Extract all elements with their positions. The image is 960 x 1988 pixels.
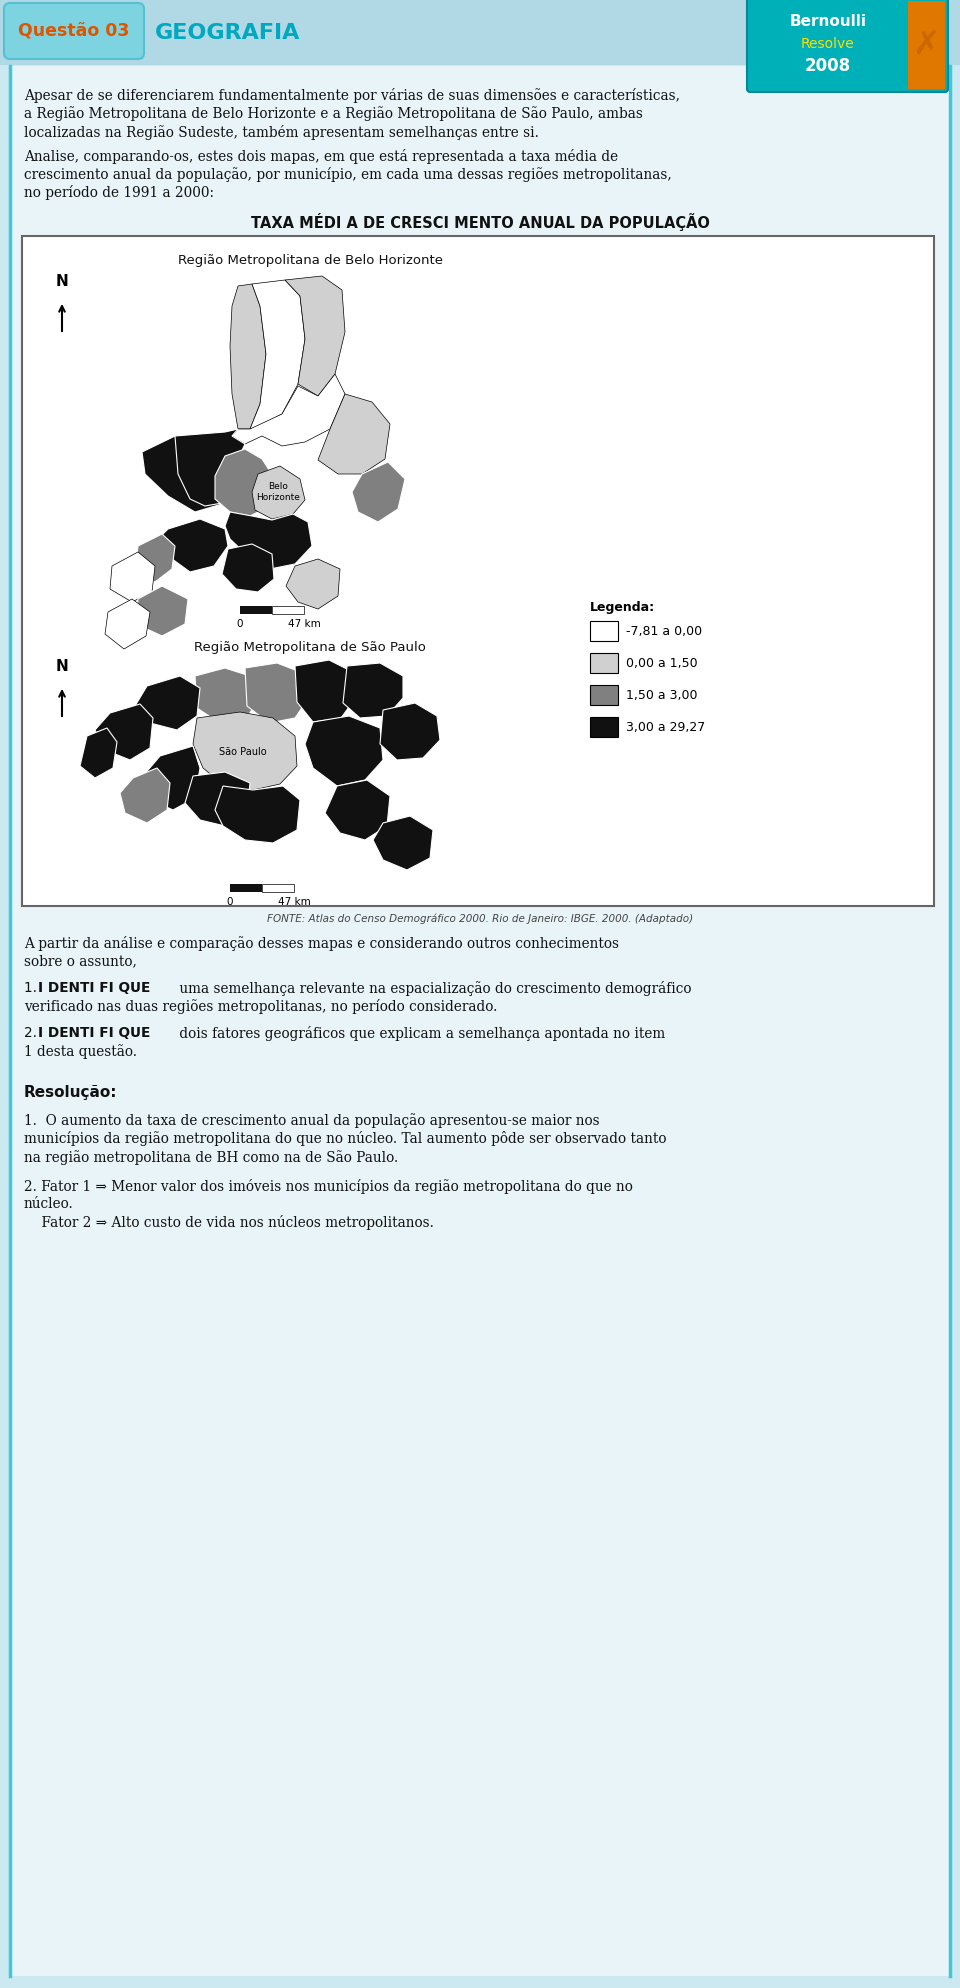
Text: TAXA MÉDI A DE CRESCI MENTO ANUAL DA POPULAÇÃO: TAXA MÉDI A DE CRESCI MENTO ANUAL DA POP… [251,213,709,231]
Polygon shape [80,728,117,777]
Text: 47 km: 47 km [277,897,310,907]
Text: 2. Fator 1 ⇒ Menor valor dos imóveis nos municípios da região metropolitana do q: 2. Fator 1 ⇒ Menor valor dos imóveis nos… [24,1179,633,1193]
Bar [590,652,618,674]
Bar [262,885,294,893]
Polygon shape [195,668,260,724]
Text: Região Metropolitana de Belo Horizonte: Região Metropolitana de Belo Horizonte [178,254,443,266]
Text: ✗: ✗ [912,28,940,60]
Polygon shape [343,664,403,718]
Polygon shape [230,284,266,429]
Bar [590,718,618,738]
Text: 0: 0 [237,618,243,628]
Polygon shape [245,664,310,724]
Polygon shape [143,746,200,809]
Polygon shape [193,712,297,789]
Bar [590,620,618,640]
Polygon shape [135,676,200,730]
Text: N: N [56,274,69,288]
Polygon shape [120,767,170,823]
Text: verificado nas duas regiões metropolitanas, no período considerado.: verificado nas duas regiões metropolitan… [24,1000,497,1014]
Text: no período de 1991 a 2000:: no período de 1991 a 2000: [24,185,214,201]
Polygon shape [136,586,188,636]
Text: Apesar de se diferenciarem fundamentalmente por várias de suas dimensões e carac: Apesar de se diferenciarem fundamentalme… [24,87,680,103]
FancyBboxPatch shape [747,0,948,91]
Text: municípios da região metropolitana do que no núcleo. Tal aumento pôde ser observ: municípios da região metropolitana do qu… [24,1131,666,1147]
Text: São Paulo: São Paulo [219,747,267,757]
Bar [230,885,262,893]
Polygon shape [105,598,150,648]
Text: 2008: 2008 [804,58,852,76]
Text: 1,50 a 3,00: 1,50 a 3,00 [626,688,698,702]
Text: Bernoulli: Bernoulli [789,14,867,30]
Text: sobre o assunto,: sobre o assunto, [24,954,137,968]
Text: A partir da análise e comparação desses mapas e considerando outros conhecimento: A partir da análise e comparação desses … [24,936,619,950]
Polygon shape [305,716,383,785]
Text: crescimento anual da população, por município, em cada uma dessas regiões metrop: crescimento anual da população, por muni… [24,167,672,183]
Polygon shape [110,553,155,602]
Polygon shape [232,374,345,445]
Text: uma semelhança relevante na espacialização do crescimento demográfico: uma semelhança relevante na espacializaç… [175,980,691,996]
Text: Questão 03: Questão 03 [18,22,130,40]
Polygon shape [185,771,250,825]
Text: na região metropolitana de BH como na de São Paulo.: na região metropolitana de BH como na de… [24,1149,398,1165]
Text: I DENTI FI QUE: I DENTI FI QUE [38,1026,151,1040]
Text: 1.: 1. [24,980,41,996]
Polygon shape [222,545,274,592]
Text: Região Metropolitana de São Paulo: Região Metropolitana de São Paulo [194,640,426,654]
Polygon shape [215,785,300,843]
Text: 1.  O aumento da taxa de crescimento anual da população apresentou-se maior nos: 1. O aumento da taxa de crescimento anua… [24,1113,600,1127]
Polygon shape [325,779,390,841]
Text: -7,81 a 0,00: -7,81 a 0,00 [626,624,702,638]
Polygon shape [252,465,305,519]
Bar [22,237,934,907]
Text: 2.: 2. [24,1026,41,1040]
Text: Resolução:: Resolução: [24,1085,117,1099]
Text: I DENTI FI QUE: I DENTI FI QUE [38,980,151,996]
Polygon shape [215,449,275,517]
Polygon shape [175,429,245,507]
FancyBboxPatch shape [4,4,144,60]
Text: Legenda:: Legenda: [590,600,655,614]
Text: localizadas na Região Sudeste, também apresentam semelhanças entre si.: localizadas na Região Sudeste, também ap… [24,125,539,139]
Text: N: N [56,658,69,674]
Text: 0,00 a 1,50: 0,00 a 1,50 [626,656,698,670]
Polygon shape [286,559,340,608]
Text: dois fatores geográficos que explicam a semelhança apontada no item: dois fatores geográficos que explicam a … [175,1026,665,1042]
Text: Analise, comparando-os, estes dois mapas, em que está representada a taxa média : Analise, comparando-os, estes dois mapas… [24,149,618,163]
Bar [240,606,272,614]
Text: 3,00 a 29,27: 3,00 a 29,27 [626,720,706,734]
Polygon shape [135,535,175,582]
Polygon shape [908,2,945,89]
Polygon shape [225,513,312,569]
Text: núcleo.: núcleo. [24,1197,74,1211]
Polygon shape [373,815,433,871]
Text: GEOGRAFIA: GEOGRAFIA [155,24,300,44]
Text: 0: 0 [227,897,233,907]
Polygon shape [285,276,345,396]
Polygon shape [380,704,440,759]
Text: Resolve: Resolve [802,38,854,52]
Bar [272,606,304,614]
Polygon shape [318,394,390,473]
Bar [0,0,960,66]
Polygon shape [95,704,153,759]
Text: FONTE: Atlas do Censo Demográfico 2000. Rio de Janeiro: IBGE. 2000. (Adaptado): FONTE: Atlas do Censo Demográfico 2000. … [267,914,693,924]
Bar [590,686,618,706]
Text: 1 desta questão.: 1 desta questão. [24,1044,137,1060]
Polygon shape [142,435,238,513]
Text: 47 km: 47 km [288,618,321,628]
Text: Fator 2 ⇒ Alto custo de vida nos núcleos metropolitanos.: Fator 2 ⇒ Alto custo de vida nos núcleos… [24,1215,434,1231]
Polygon shape [250,280,305,429]
Polygon shape [295,660,357,722]
Polygon shape [352,461,405,523]
Polygon shape [158,519,228,573]
Text: a Região Metropolitana de Belo Horizonte e a Região Metropolitana de São Paulo, : a Região Metropolitana de Belo Horizonte… [24,107,643,121]
Text: Belo
Horizonte: Belo Horizonte [256,483,300,501]
